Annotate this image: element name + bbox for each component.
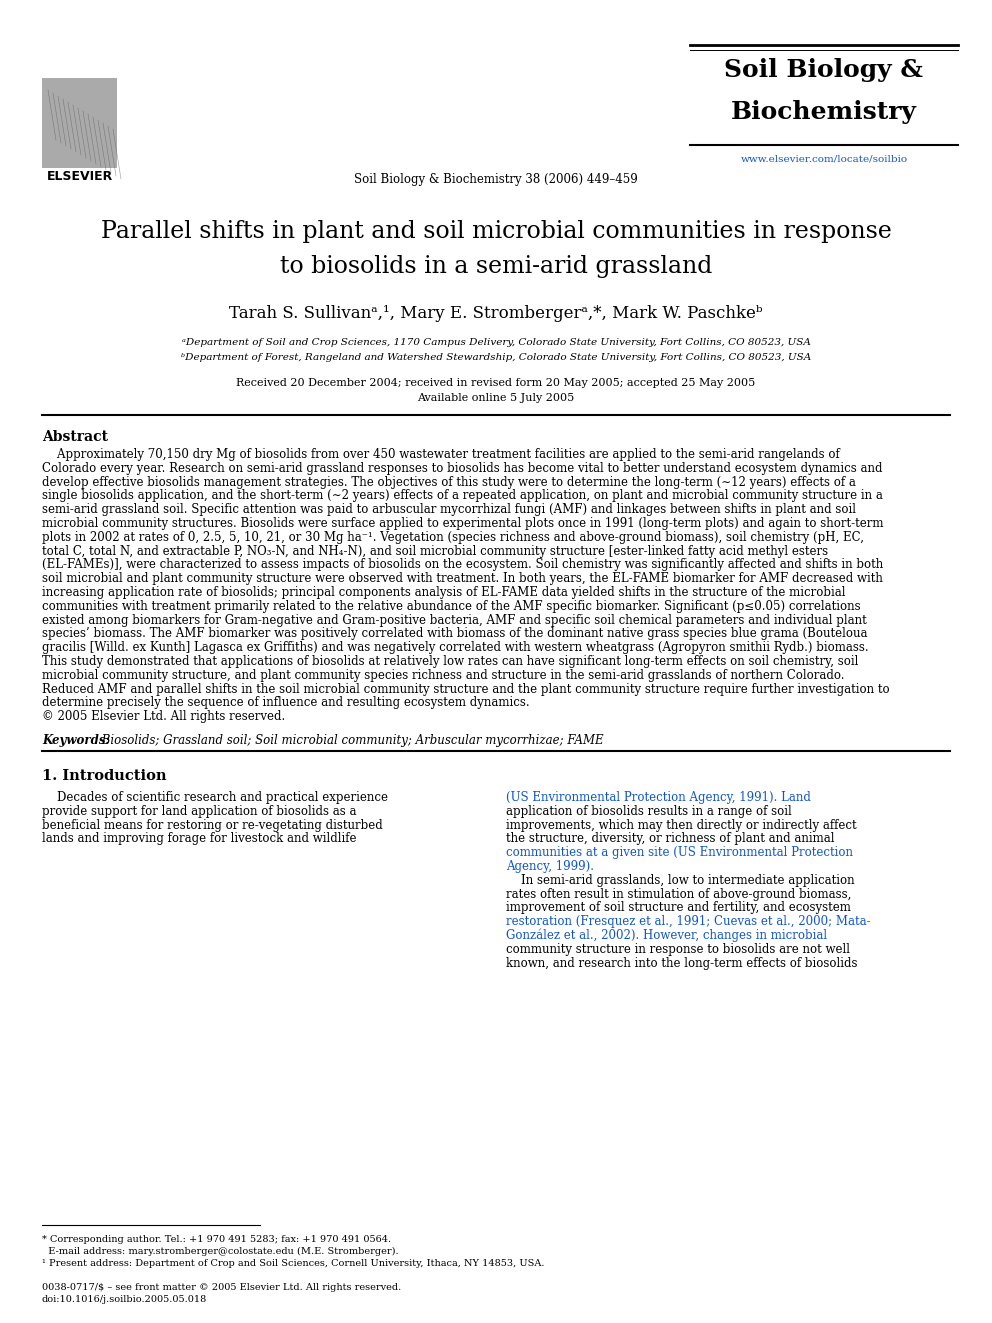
Text: single biosolids application, and the short-term (∼2 years) effects of a repeate: single biosolids application, and the sh… [42,490,883,503]
Text: gracilis [Willd. ex Kunth] Lagasca ex Griffiths) and was negatively correlated w: gracilis [Willd. ex Kunth] Lagasca ex Gr… [42,642,869,654]
Text: (EL-FAMEs)], were characterized to assess impacts of biosolids on the ecosystem.: (EL-FAMEs)], were characterized to asses… [42,558,883,572]
Bar [42,78,117,168]
Text: * Corresponding author. Tel.: +1 970 491 5283; fax: +1 970 491 0564.: * Corresponding author. Tel.: +1 970 491… [42,1234,391,1244]
Text: ELSEVIER: ELSEVIER [47,169,113,183]
Text: Soil Biology & Biochemistry 38 (2006) 449–459: Soil Biology & Biochemistry 38 (2006) 44… [354,173,638,187]
Text: microbial community structures. Biosolids were surface applied to experimental p: microbial community structures. Biosolid… [42,517,884,531]
Text: soil microbial and plant community structure were observed with treatment. In bo: soil microbial and plant community struc… [42,573,883,585]
Text: In semi-arid grasslands, low to intermediate application: In semi-arid grasslands, low to intermed… [506,873,855,886]
Text: Colorado every year. Research on semi-arid grassland responses to biosolids has : Colorado every year. Research on semi-ar… [42,462,883,475]
Text: rates often result in stimulation of above-ground biomass,: rates often result in stimulation of abo… [506,888,851,901]
Text: increasing application rate of biosolids; principal components analysis of EL-FA: increasing application rate of biosolids… [42,586,845,599]
Text: ᵇDepartment of Forest, Rangeland and Watershed Stewardship, Colorado State Unive: ᵇDepartment of Forest, Rangeland and Wat… [181,353,811,363]
Text: semi-arid grassland soil. Specific attention was paid to arbuscular mycorrhizal : semi-arid grassland soil. Specific atten… [42,503,856,516]
Text: Received 20 December 2004; received in revised form 20 May 2005; accepted 25 May: Received 20 December 2004; received in r… [236,378,756,388]
Text: communities with treatment primarily related to the relative abundance of the AM: communities with treatment primarily rel… [42,599,861,613]
Text: Abstract: Abstract [42,430,108,445]
Text: provide support for land application of biosolids as a: provide support for land application of … [42,804,356,818]
Text: improvement of soil structure and fertility, and ecosystem: improvement of soil structure and fertil… [506,901,851,914]
Text: Reduced AMF and parallel shifts in the soil microbial community structure and th: Reduced AMF and parallel shifts in the s… [42,683,890,696]
Text: existed among biomarkers for Gram-negative and Gram-positive bacteria, AMF and s: existed among biomarkers for Gram-negati… [42,614,867,627]
Text: improvements, which may then directly or indirectly affect: improvements, which may then directly or… [506,819,857,832]
Text: Agency, 1999).: Agency, 1999). [506,860,594,873]
Text: lands and improving forage for livestock and wildlife: lands and improving forage for livestock… [42,832,356,845]
Text: community structure in response to biosolids are not well: community structure in response to bioso… [506,943,850,955]
Text: plots in 2002 at rates of 0, 2.5, 5, 10, 21, or 30 Mg ha⁻¹. Vegetation (species : plots in 2002 at rates of 0, 2.5, 5, 10,… [42,531,864,544]
Text: Keywords:: Keywords: [42,734,110,747]
Text: (US Environmental Protection Agency, 1991). Land: (US Environmental Protection Agency, 199… [506,791,810,804]
Text: total C, total N, and extractable P, NO₃-N, and NH₄-N), and soil microbial commu: total C, total N, and extractable P, NO₃… [42,545,828,557]
Text: species’ biomass. The AMF biomarker was positively correlated with biomass of th: species’ biomass. The AMF biomarker was … [42,627,867,640]
Text: Decades of scientific research and practical experience: Decades of scientific research and pract… [42,791,388,804]
Text: Tarah S. Sullivanᵃ,¹, Mary E. Strombergerᵃ,*, Mark W. Paschkeᵇ: Tarah S. Sullivanᵃ,¹, Mary E. Stromberge… [229,306,763,321]
Text: application of biosolids results in a range of soil: application of biosolids results in a ra… [506,804,792,818]
Text: This study demonstrated that applications of biosolids at relatively low rates c: This study demonstrated that application… [42,655,858,668]
Text: ᵃDepartment of Soil and Crop Sciences, 1170 Campus Delivery, Colorado State Univ: ᵃDepartment of Soil and Crop Sciences, 1… [182,337,810,347]
Text: Approximately 70,150 dry Mg of biosolids from over 450 wastewater treatment faci: Approximately 70,150 dry Mg of biosolids… [42,448,840,460]
Text: E-mail address: mary.stromberger@colostate.edu (M.E. Stromberger).: E-mail address: mary.stromberger@colosta… [42,1248,399,1256]
Text: Soil Biology &: Soil Biology & [724,58,924,82]
Text: Available online 5 July 2005: Available online 5 July 2005 [418,393,574,404]
Text: determine precisely the sequence of influence and resulting ecosystem dynamics.: determine precisely the sequence of infl… [42,696,530,709]
Text: www.elsevier.com/locate/soilbio: www.elsevier.com/locate/soilbio [740,155,908,164]
Text: to biosolids in a semi-arid grassland: to biosolids in a semi-arid grassland [280,255,712,278]
Text: restoration (Fresquez et al., 1991; Cuevas et al., 2000; Mata-: restoration (Fresquez et al., 1991; Cuev… [506,916,871,929]
Text: Biochemistry: Biochemistry [731,101,917,124]
Text: Parallel shifts in plant and soil microbial communities in response: Parallel shifts in plant and soil microb… [100,220,892,243]
Text: ¹ Present address: Department of Crop and Soil Sciences, Cornell University, Ith: ¹ Present address: Department of Crop an… [42,1259,545,1267]
Text: 0038-0717/$ – see front matter © 2005 Elsevier Ltd. All rights reserved.: 0038-0717/$ – see front matter © 2005 El… [42,1283,401,1293]
Text: known, and research into the long-term effects of biosolids: known, and research into the long-term e… [506,957,857,970]
Text: González et al., 2002). However, changes in microbial: González et al., 2002). However, changes… [506,929,827,942]
Text: doi:10.1016/j.soilbio.2005.05.018: doi:10.1016/j.soilbio.2005.05.018 [42,1295,207,1304]
Text: microbial community structure, and plant community species richness and structur: microbial community structure, and plant… [42,669,844,681]
Text: beneficial means for restoring or re-vegetating disturbed: beneficial means for restoring or re-veg… [42,819,383,832]
Text: Biosolids; Grassland soil; Soil microbial community; Arbuscular mycorrhizae; FAM: Biosolids; Grassland soil; Soil microbia… [98,734,603,747]
Text: 1. Introduction: 1. Introduction [42,769,167,783]
Text: communities at a given site (US Environmental Protection: communities at a given site (US Environm… [506,847,853,859]
Text: the structure, diversity, or richness of plant and animal: the structure, diversity, or richness of… [506,832,834,845]
Text: develop effective biosolids management strategies. The objectives of this study : develop effective biosolids management s… [42,475,856,488]
Text: © 2005 Elsevier Ltd. All rights reserved.: © 2005 Elsevier Ltd. All rights reserved… [42,710,286,724]
